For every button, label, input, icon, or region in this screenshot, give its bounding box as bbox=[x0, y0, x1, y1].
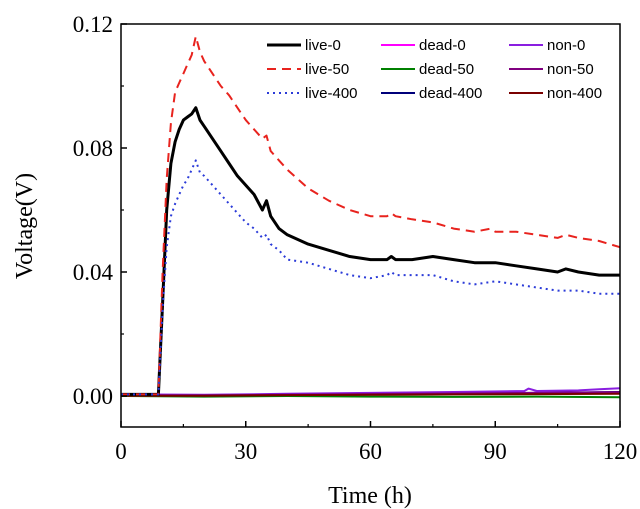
x-tick-label: 0 bbox=[115, 439, 127, 464]
x-tick-label: 30 bbox=[234, 439, 257, 464]
legend-label-non-50: non-50 bbox=[547, 61, 594, 78]
x-tick-label: 60 bbox=[359, 439, 382, 464]
legend-label-non-0: non-0 bbox=[547, 37, 585, 54]
series-line-live-50 bbox=[121, 35, 621, 396]
y-tick-label: 0.04 bbox=[73, 260, 114, 285]
plot-frame bbox=[120, 23, 621, 428]
legend-label-dead-50: dead-50 bbox=[419, 61, 474, 78]
y-tick-label: 0.00 bbox=[73, 384, 113, 409]
legend-label-live-400: live-400 bbox=[305, 85, 358, 102]
legend-label-live-0: live-0 bbox=[305, 37, 341, 54]
plot-lines bbox=[120, 35, 621, 399]
legend: live-0 dead-0 non-0 live-50 dead-50 non-50 liv… bbox=[267, 37, 602, 102]
x-axis-title: Time (h) bbox=[328, 483, 412, 509]
series-line-non-400 bbox=[121, 392, 621, 397]
y-axis: 0.00 0.04 0.08 0.12 bbox=[73, 12, 127, 409]
y-tick-label: 0.12 bbox=[73, 12, 113, 37]
y-tick-label: 0.08 bbox=[73, 136, 113, 161]
series-line-live-400 bbox=[121, 159, 620, 396]
legend-label-non-400: non-400 bbox=[547, 85, 602, 102]
legend-label-dead-0: dead-0 bbox=[419, 37, 466, 54]
x-tick-label: 90 bbox=[484, 439, 507, 464]
legend-label-live-50: live-50 bbox=[305, 61, 349, 78]
x-tick-label: 120 bbox=[603, 439, 638, 464]
legend-label-dead-400: dead-400 bbox=[419, 85, 482, 102]
series-line-live-0 bbox=[121, 106, 620, 396]
x-axis: 0 30 60 90 120 bbox=[115, 421, 637, 464]
y-axis-title: Voltage(V) bbox=[12, 173, 38, 279]
